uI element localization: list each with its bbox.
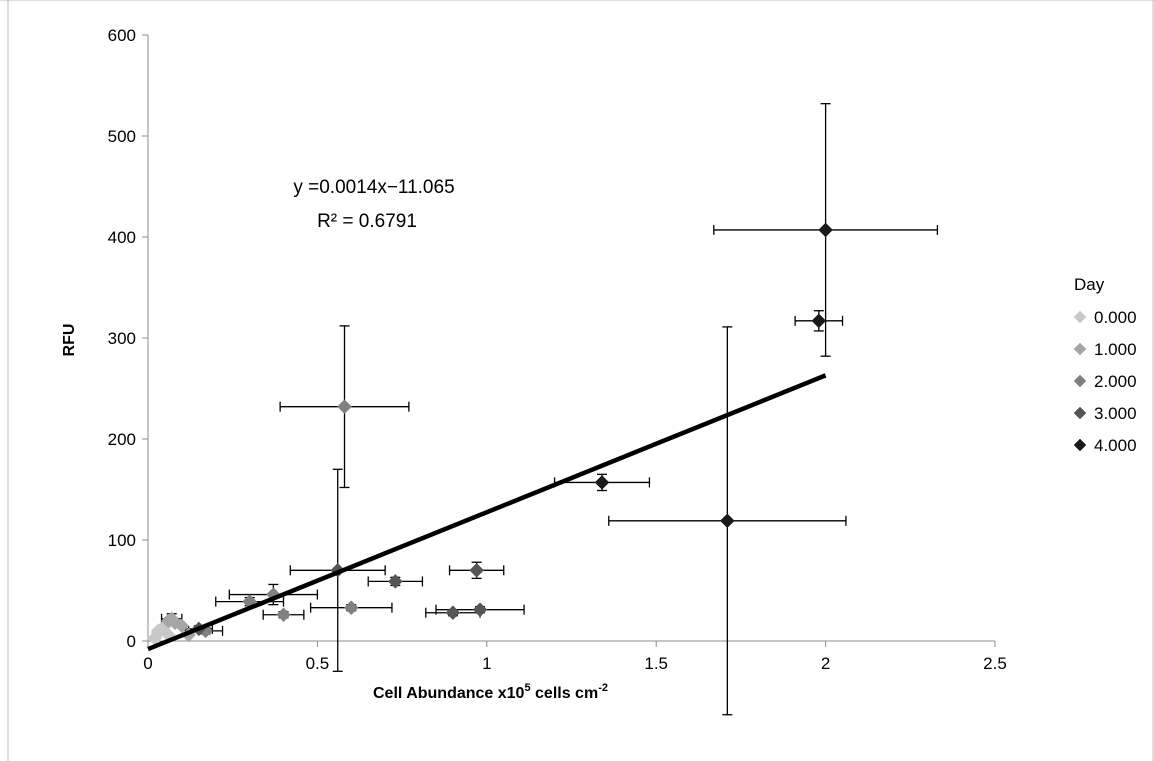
legend-entry-label: 2.000 [1094,372,1137,391]
legend-entry-label: 4.000 [1094,436,1137,455]
trendline-equation: y =0.0014x−11.065 [293,177,454,198]
legend-marker-day-0 [1073,310,1087,324]
x-tick-label: 2.5 [983,654,1007,673]
y-tick-label: 500 [108,127,136,146]
legend-marker-day-3 [1073,406,1087,420]
x-tick-label: 0.5 [306,654,330,673]
x-tick-label: 2 [821,654,830,673]
y-tick-label: 300 [108,329,136,348]
axes: 0 100 200 300 400 500 600 0 0.5 1 1.5 2 2.5 [108,26,1007,673]
data-point-day-2 [337,399,352,415]
data-point-day-3 [469,562,484,578]
y-tick-label: 200 [108,430,136,449]
data-point-day-2 [276,607,291,623]
data-point-day-1 [160,613,176,629]
x-tick-label: 1.5 [644,654,668,673]
data-point-day-4 [811,313,827,329]
r-squared-label: R² = 0.6791 [317,211,417,232]
data-point-day-3 [387,574,403,589]
data-point-day-1 [174,618,190,634]
x-tick-label: 1 [482,654,491,673]
data-point-day-4 [594,475,610,490]
y-tick-label: 100 [108,531,136,550]
legend-title: Day [1074,275,1105,294]
legend-marker-day-1 [1073,342,1087,356]
data-marks [147,103,939,716]
y-tick-label: 400 [108,228,136,247]
y-axis-title: RFU [61,324,78,357]
data-point-day-4 [719,513,735,529]
data-point-day-3 [472,602,488,618]
legend-marker-day-2 [1073,374,1087,388]
trendline [147,373,827,652]
data-point-day-0 [150,623,166,639]
x-axis-title: Cell Abundance x105 cells cm-2 [373,682,608,702]
legend-entry-label: 1.000 [1094,340,1137,359]
legend-marker-day-4 [1073,438,1087,452]
data-point-day-2 [343,600,359,616]
data-point-day-3 [445,605,461,621]
x-tick-label: 0 [143,654,152,673]
legend-entry-label: 0.000 [1094,308,1137,327]
legend: Day 0.000 1.000 2.000 3.000 4.000 [1073,275,1137,455]
data-point-day-4 [818,222,833,238]
y-tick-label: 600 [108,26,136,45]
y-tick-label: 0 [127,632,136,651]
legend-entry-label: 3.000 [1094,404,1137,423]
